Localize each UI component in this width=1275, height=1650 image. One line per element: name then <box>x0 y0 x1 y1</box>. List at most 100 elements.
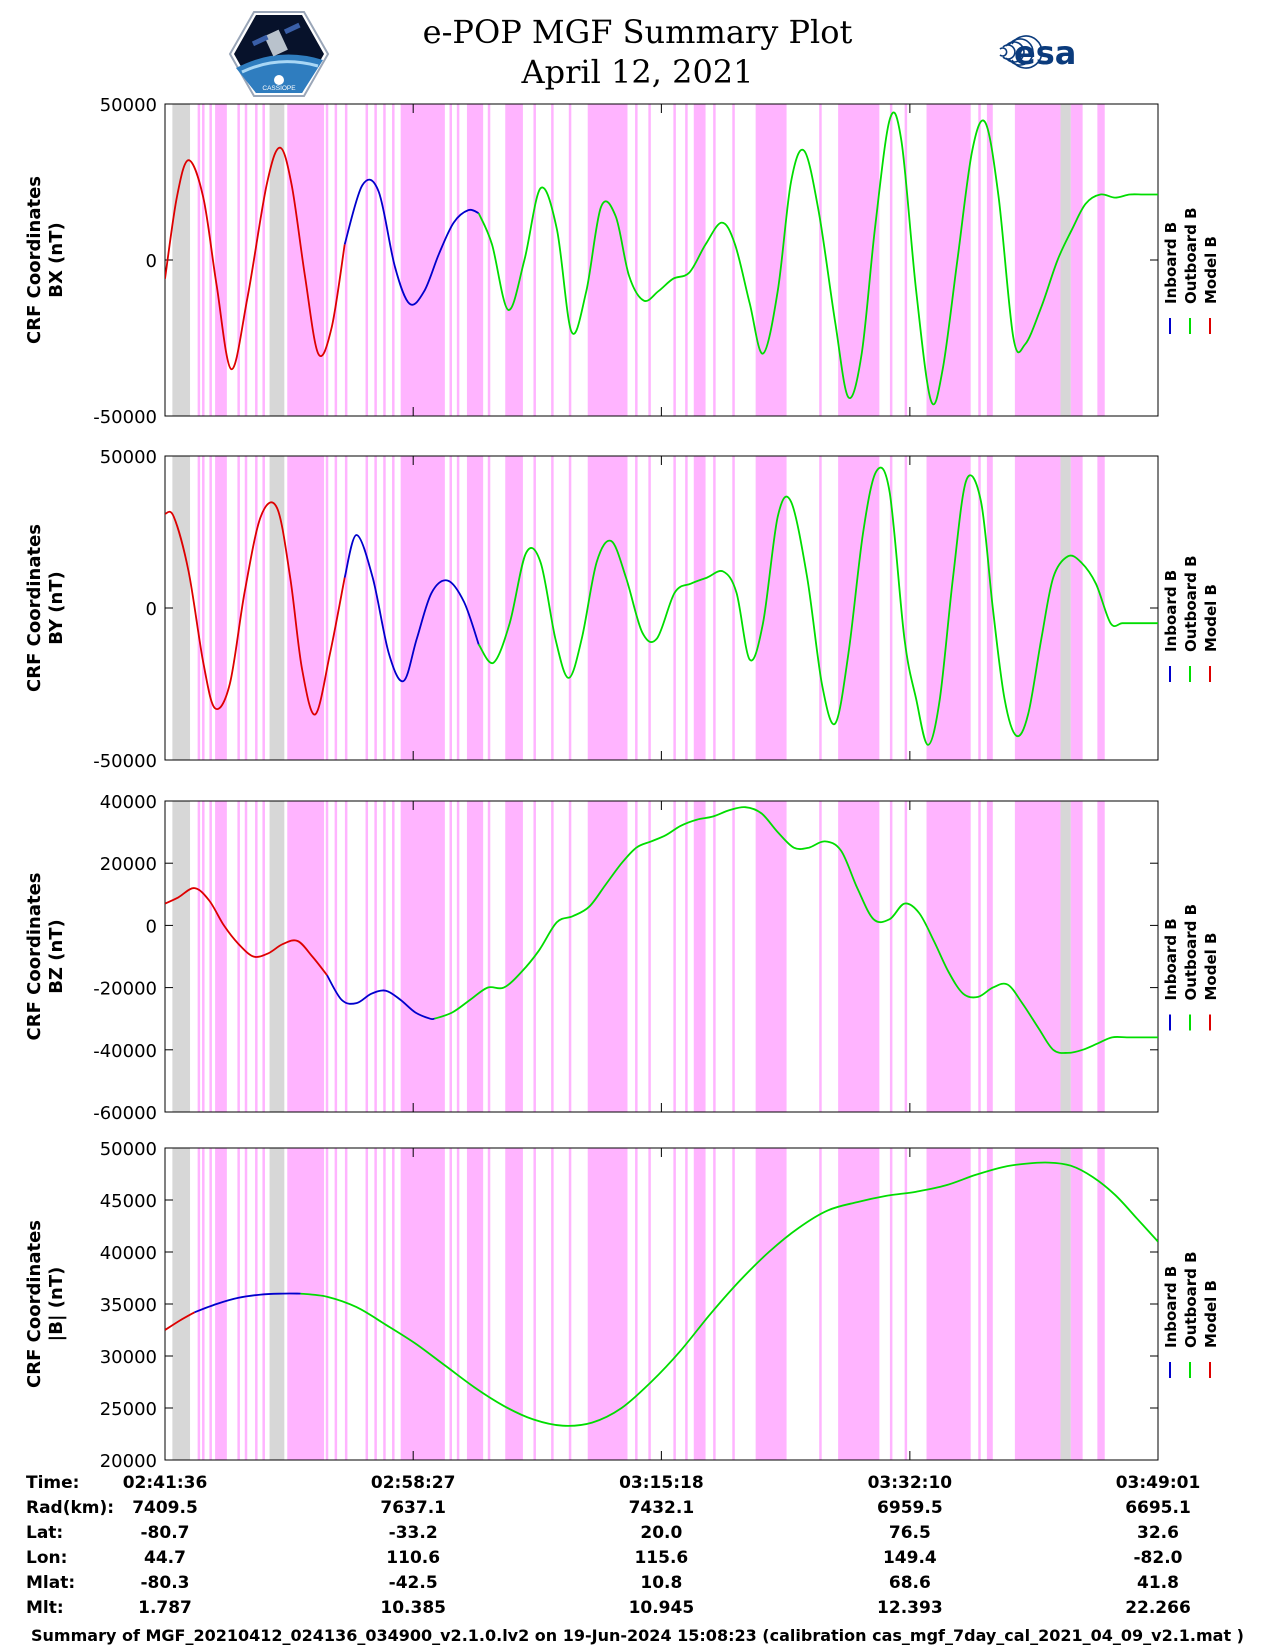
flag-band-magenta <box>755 801 787 1112</box>
flag-band-magenta <box>693 104 706 416</box>
flag-band-gray <box>269 456 285 760</box>
flag-band-gray <box>269 1148 285 1460</box>
ephemeris-value: -82.0 <box>1134 1548 1183 1568</box>
flag-band-magenta <box>1070 104 1083 416</box>
y-tick-label: 40000 <box>100 792 157 813</box>
legend-label: Model B <box>1202 236 1220 304</box>
esa-arc-1 <box>1008 38 1034 66</box>
y-tick-label: 40000 <box>100 1243 157 1264</box>
esa-logo: esa <box>999 34 1076 72</box>
flag-band-magenta <box>755 456 787 760</box>
flag-band-magenta <box>986 456 993 760</box>
ephemeris-value: 149.4 <box>883 1548 937 1568</box>
panel-btot: CRF Coordinates|B| (nT) Inboard B Outboard… <box>24 1147 1220 1461</box>
series-line-model <box>165 1311 195 1331</box>
ephemeris-value: 68.6 <box>889 1573 931 1593</box>
ephemeris-value: 10.945 <box>629 1598 695 1618</box>
ephemeris-value: -33.2 <box>389 1523 438 1543</box>
flag-band-magenta <box>587 1148 628 1460</box>
ephemeris-value: 10.385 <box>380 1598 446 1618</box>
y-tick-label: 0 <box>146 599 157 620</box>
flag-band-magenta <box>215 456 227 760</box>
esa-arc-0 <box>1011 35 1043 69</box>
flag-band-magenta <box>1097 456 1105 760</box>
ephemeris-row-label: Mlat: <box>26 1573 75 1593</box>
svg-text:CASSIOPE: CASSIOPE <box>262 85 296 92</box>
y-tick-label: 45000 <box>100 1191 157 1212</box>
flag-band-magenta <box>587 104 628 416</box>
y-tick-label: 20000 <box>100 1451 157 1472</box>
y-axis-label-line: |B| (nT) <box>46 1267 67 1342</box>
flag-band-magenta <box>693 801 706 1112</box>
y-axis-label-line: BY (nT) <box>46 571 67 645</box>
ephemeris-value: 7637.1 <box>380 1498 446 1518</box>
ephemeris-value: 115.6 <box>634 1548 688 1568</box>
flag-band-magenta <box>400 456 445 760</box>
series-line-outboard <box>300 1161 1158 1427</box>
series-line-inboard <box>343 178 480 306</box>
flag-band-magenta <box>1097 104 1105 416</box>
y-tick-label: -60000 <box>93 1103 157 1124</box>
y-tick-label: -40000 <box>93 1041 157 1062</box>
y-tick-label: 25000 <box>100 1399 157 1420</box>
flag-band-magenta <box>215 104 227 416</box>
y-axis-label: CRF Coordinates|B| (nT) <box>24 1220 67 1388</box>
flag-band-magenta <box>755 1148 787 1460</box>
ephemeris-value: 7409.5 <box>132 1498 198 1518</box>
ephemeris-value: 6695.1 <box>1125 1498 1191 1518</box>
series-line-inboard <box>343 534 480 683</box>
flag-band-magenta <box>1014 1148 1061 1460</box>
flag-band-magenta <box>926 104 971 416</box>
legend-label: Inboard B <box>1162 918 1180 1000</box>
flag-band-magenta <box>986 801 993 1112</box>
ephemeris-value: 20.0 <box>640 1523 682 1543</box>
ephemeris-value: 76.5 <box>889 1523 931 1543</box>
flag-band-magenta <box>1014 104 1061 416</box>
legend-label: Inboard B <box>1162 1266 1180 1348</box>
flag-band-magenta <box>466 1148 484 1460</box>
series-line-model <box>165 501 346 716</box>
y-tick-label: 50000 <box>100 95 157 116</box>
flag-band-magenta <box>838 456 880 760</box>
y-tick-label: 20000 <box>100 854 157 875</box>
footer-caption: Summary of MGF_20210412_024136_034900_v2… <box>31 1626 1244 1645</box>
flag-band-magenta <box>215 801 227 1112</box>
ephemeris-value: 1.787 <box>138 1598 192 1618</box>
ephemeris-value: 03:32:10 <box>868 1473 953 1493</box>
flag-band-magenta <box>693 456 706 760</box>
panel-bx: CRF CoordinatesBX (nT) Inboard B Outboard … <box>24 103 1220 417</box>
y-axis-label: CRF CoordinatesBX (nT) <box>24 176 67 344</box>
flag-band-gray <box>1060 104 1071 416</box>
ephemeris-row-label: Mlt: <box>26 1598 64 1618</box>
series-line-model <box>165 887 328 976</box>
y-tick-label: 30000 <box>100 1347 157 1368</box>
y-axis-label-line: BZ (nT) <box>46 919 67 994</box>
ephemeris-value: 41.8 <box>1137 1573 1179 1593</box>
y-axis-label-line: CRF Coordinates <box>24 176 45 344</box>
flag-band-magenta <box>400 801 445 1112</box>
ephemeris-value: -80.3 <box>141 1573 190 1593</box>
ephemeris-value: 6959.5 <box>877 1498 943 1518</box>
series-line-inboard <box>326 974 435 1021</box>
ephemeris-value: 12.393 <box>877 1598 943 1618</box>
y-axis-label-line: CRF Coordinates <box>24 1220 45 1388</box>
flag-band-gray <box>1060 1148 1071 1460</box>
y-axis-label-line: CRF Coordinates <box>24 524 45 692</box>
flag-band-magenta <box>1070 456 1083 760</box>
flag-band-magenta <box>1097 801 1105 1112</box>
ephemeris-value: 32.6 <box>1137 1523 1179 1543</box>
flag-band-gray <box>172 456 191 760</box>
ephemeris-value: 03:15:18 <box>619 1473 704 1493</box>
flag-band-magenta <box>693 1148 706 1460</box>
flag-band-magenta <box>505 1148 523 1460</box>
flag-band-gray <box>1060 456 1071 760</box>
y-tick-label: 0 <box>146 916 157 937</box>
y-axis-label: CRF CoordinatesBZ (nT) <box>24 873 67 1041</box>
ephemeris-value: 02:41:36 <box>123 1473 208 1493</box>
flag-band-magenta <box>926 456 971 760</box>
series-line-outboard <box>477 466 1158 746</box>
y-tick-label: -20000 <box>93 979 157 1000</box>
flag-band-magenta <box>1070 1148 1083 1460</box>
flag-band-magenta <box>587 801 628 1112</box>
flag-band-magenta <box>1014 456 1061 760</box>
